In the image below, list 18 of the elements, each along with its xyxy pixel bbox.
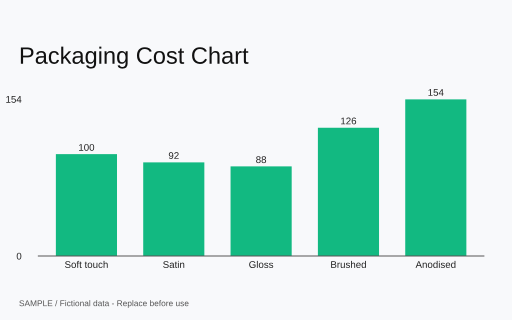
x-tick-label: Brushed [331,260,366,268]
bar [230,166,292,256]
data-label: 92 [168,152,179,160]
text: SAMPLE / Fictional data - Replace before use [19,300,189,308]
data-label: 88 [256,156,266,164]
data-label: 126 [341,118,356,124]
bar [405,99,466,256]
chart-title: Packaging Cost Chart [20,46,248,69]
x-tick-label: Satin [163,260,184,268]
x-tick-label: Gloss [249,260,274,268]
bar [56,154,118,256]
data-label: 100 [79,144,94,151]
data-label: 154 [428,89,444,96]
x-tick-label: Soft touch [64,260,108,268]
y-tick-label: 0 [16,252,22,260]
x-tick-label: Anodised [416,260,456,268]
bar [318,128,380,256]
bar [143,162,204,256]
